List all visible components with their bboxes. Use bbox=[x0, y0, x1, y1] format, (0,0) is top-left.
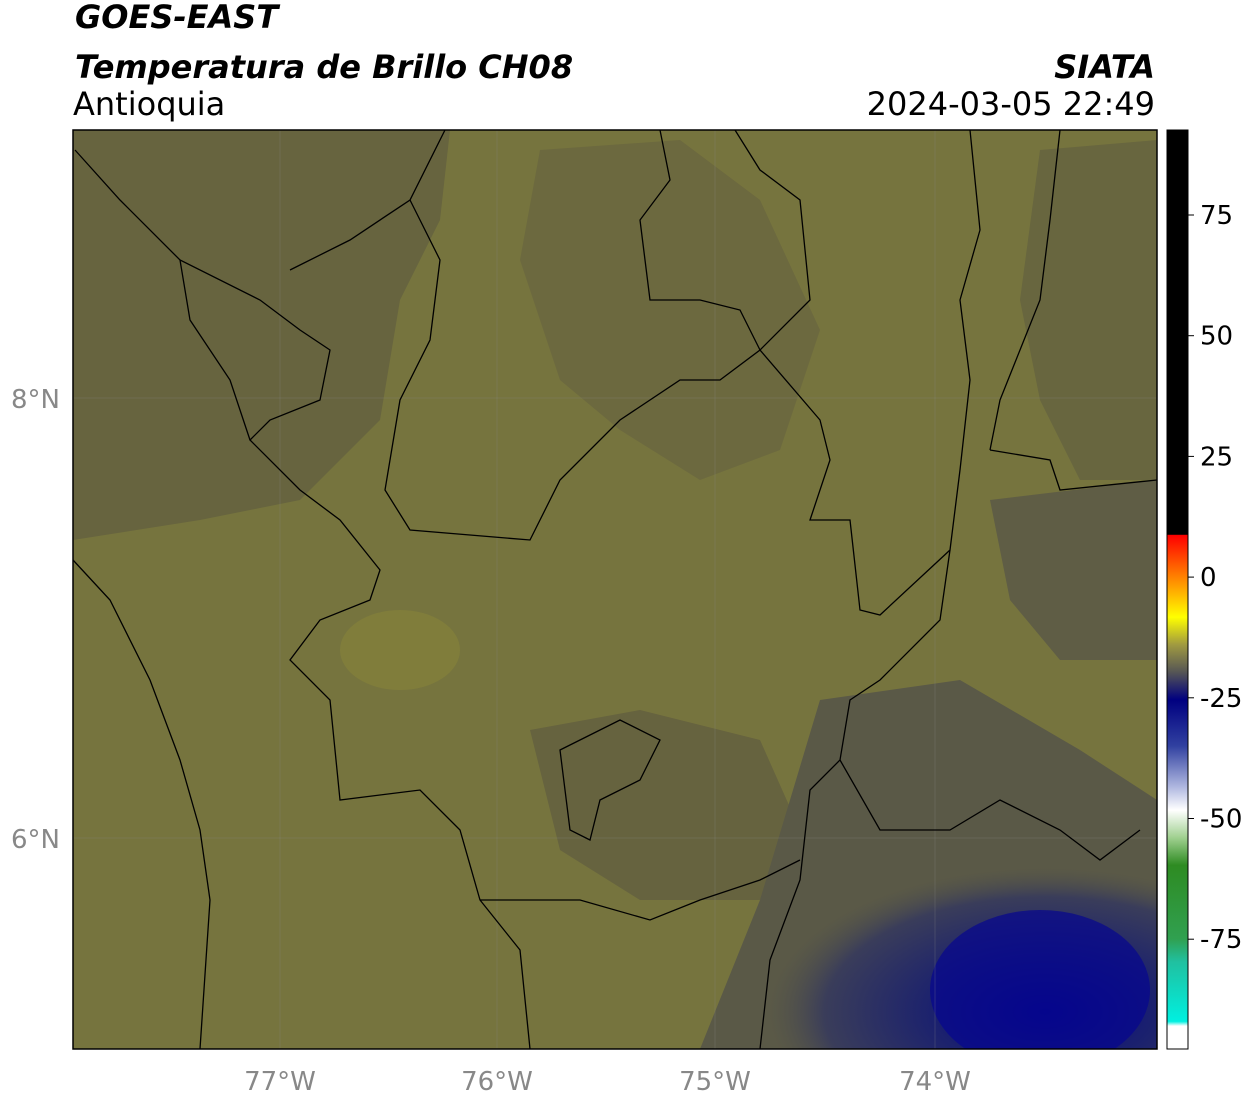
lon-label: 77°W bbox=[244, 1067, 316, 1097]
colorbar-label: -50 bbox=[1200, 805, 1242, 835]
colorbar-label: -25 bbox=[1200, 684, 1242, 714]
subtitle: Temperatura de Brillo CH08 bbox=[75, 48, 573, 86]
datetime: 2024-03-05 22:49 bbox=[867, 85, 1155, 123]
source: SIATA bbox=[1054, 48, 1155, 86]
lon-label: 74°W bbox=[899, 1067, 971, 1097]
lon-label: 75°W bbox=[679, 1067, 751, 1097]
colorbar-label: -75 bbox=[1200, 925, 1242, 955]
lat-label: 8°N bbox=[11, 385, 60, 415]
colorbar-ticks: 75 50 25 0 -25 -50 -75 bbox=[1188, 201, 1242, 955]
title: GOES-EAST bbox=[75, 0, 280, 36]
lon-labels: 77°W 76°W 75°W 74°W bbox=[244, 1067, 971, 1097]
lat-labels: 8°N 6°N bbox=[11, 385, 60, 855]
colorbar-label: 25 bbox=[1200, 442, 1233, 472]
region: Antioquia bbox=[73, 85, 225, 123]
map-frame bbox=[72, 129, 1158, 1050]
colorbar-label: 75 bbox=[1200, 201, 1233, 231]
colorbar-label: 0 bbox=[1200, 563, 1217, 593]
map bbox=[73, 130, 1157, 1049]
colorbar-label: 50 bbox=[1200, 322, 1233, 352]
colorbar bbox=[1166, 129, 1189, 1050]
lat-label: 6°N bbox=[11, 825, 60, 855]
lon-label: 76°W bbox=[461, 1067, 533, 1097]
